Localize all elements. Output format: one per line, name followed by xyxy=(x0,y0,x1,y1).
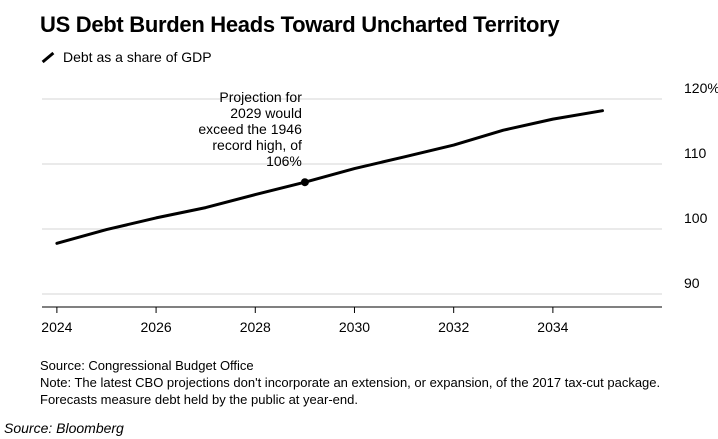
chart-notes: Source: Congressional Budget Office Note… xyxy=(40,357,680,408)
y-tick-label: 110 xyxy=(684,145,707,161)
y-tick-label: 90 xyxy=(684,275,700,291)
y-tick-label: 120% xyxy=(684,80,718,96)
note-text: Note: The latest CBO projections don't i… xyxy=(40,375,661,407)
source-text: Source: Congressional Budget Office xyxy=(40,358,254,373)
x-tick-label: 2024 xyxy=(41,319,72,335)
x-tick-label: 2028 xyxy=(240,319,271,335)
footer-source: Source: Bloomberg xyxy=(4,420,124,436)
x-tick-label: 2034 xyxy=(537,319,568,335)
series-line-0 xyxy=(55,109,604,245)
annotation-text: Projection for 2029 would exceed the 1946 r… xyxy=(198,89,302,169)
x-tick-label: 2026 xyxy=(141,319,172,335)
x-tick-label: 2030 xyxy=(339,319,370,335)
chart-title: US Debt Burden Heads Toward Uncharted Te… xyxy=(40,12,560,37)
x-tick-label: 2032 xyxy=(438,319,469,335)
legend: Debt as a share of GDP xyxy=(40,49,212,65)
legend-label: Debt as a share of GDP xyxy=(63,49,212,65)
y-tick-label: 100 xyxy=(684,210,708,226)
annotation-marker xyxy=(300,178,309,187)
